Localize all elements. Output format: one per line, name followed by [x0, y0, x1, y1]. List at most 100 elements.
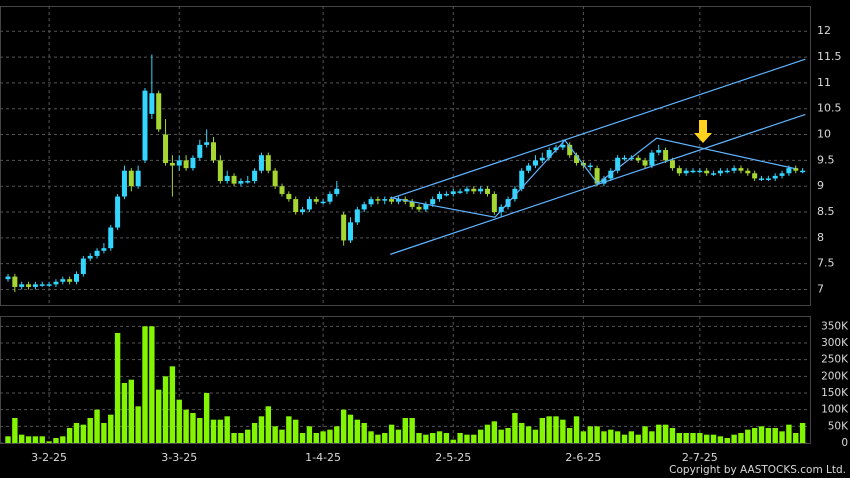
candle-body	[348, 222, 353, 241]
candle-body	[19, 284, 25, 287]
candle-body	[539, 157, 545, 161]
volume-bar	[635, 434, 641, 443]
candle-body	[786, 168, 792, 174]
volume-bar	[745, 429, 751, 443]
volume-bar	[101, 423, 107, 443]
volume-bar	[580, 431, 587, 443]
volume-bar	[519, 423, 525, 443]
volume-bar	[66, 428, 73, 443]
candle-body	[498, 206, 504, 213]
candle-body	[142, 90, 148, 161]
y-tick-label: 11	[817, 76, 831, 89]
candle-body	[204, 142, 210, 145]
candle-body	[683, 170, 689, 174]
volume-bar	[793, 433, 799, 443]
volume-bar	[5, 436, 11, 443]
volume-bar	[210, 419, 217, 443]
volume-bar	[484, 424, 491, 443]
volume-bar	[108, 414, 114, 443]
candle-body	[183, 160, 189, 169]
candle-body	[567, 144, 573, 156]
volume-bar	[697, 433, 703, 443]
candle-body	[121, 170, 127, 197]
candle-body	[437, 193, 443, 200]
volume-bar	[546, 416, 552, 443]
volume-tick-label: 250K	[821, 354, 849, 366]
y-tick-label: 8	[817, 231, 824, 244]
candle-body	[334, 188, 340, 194]
candle-body	[217, 160, 223, 182]
volume-bar	[710, 434, 717, 443]
candle-body	[115, 196, 121, 228]
x-tick-label: 2-6-25	[565, 451, 601, 464]
y-tick-label: 10.5	[817, 102, 842, 115]
candle-body	[265, 155, 271, 171]
candle-body	[272, 170, 278, 187]
candle-body	[745, 170, 751, 174]
candle-body	[526, 165, 532, 171]
volume-bar	[553, 416, 559, 443]
candle-body	[594, 168, 600, 184]
volume-bar	[334, 426, 340, 443]
volume-bar	[416, 433, 422, 443]
volume-panel	[0, 316, 811, 444]
candle-body	[430, 199, 436, 205]
candle-body	[327, 193, 333, 202]
candle-body	[156, 93, 162, 130]
candle-body	[546, 150, 552, 158]
volume-bar	[149, 326, 155, 443]
y-tick-label: 12	[817, 24, 831, 37]
volume-bar	[409, 418, 415, 443]
volume-bar	[361, 423, 367, 443]
copyright: Copyright by AASTOCKS.com Ltd.	[669, 464, 846, 476]
volume-tick-label: 150K	[821, 387, 849, 399]
volume-bar	[642, 426, 648, 443]
candle-body	[731, 168, 737, 171]
volume-bar	[430, 433, 436, 443]
candle-body	[649, 152, 655, 166]
volume-bar	[594, 426, 600, 443]
volume-bar	[80, 424, 87, 443]
volume-tick-label: 300K	[821, 337, 849, 349]
candle-body	[485, 188, 490, 194]
volume-bar	[306, 426, 313, 443]
volume-bar	[539, 418, 545, 443]
volume-bar	[60, 436, 66, 443]
candle-body	[149, 93, 155, 114]
volume-bar	[320, 431, 326, 443]
candle-body	[457, 191, 463, 193]
candle-body	[464, 188, 470, 192]
candle-body	[711, 173, 717, 175]
volume-tick-label: 50K	[828, 420, 849, 432]
volume-bar	[656, 424, 662, 443]
candle-body	[306, 199, 312, 210]
volume-bar	[39, 436, 45, 443]
volume-tick-label: 0	[841, 437, 848, 449]
volume-bar	[135, 406, 141, 443]
volume-bar	[251, 423, 258, 443]
candle-body	[32, 284, 38, 287]
volume-bar	[573, 416, 580, 443]
candle-body	[5, 276, 11, 280]
candle-body	[197, 144, 203, 158]
volume-tick-label: 350K	[821, 320, 849, 332]
candle-body	[752, 173, 758, 179]
candle-body	[12, 276, 18, 287]
candle-body	[46, 284, 52, 286]
volume-bar	[190, 413, 196, 443]
x-tick-label: 1-4-25	[305, 451, 341, 464]
candle-body	[341, 214, 347, 241]
candle-body	[669, 160, 675, 169]
candle-body	[759, 178, 764, 180]
candle-body	[74, 274, 79, 282]
candle-body	[245, 181, 251, 183]
volume-bar	[450, 439, 456, 443]
candle-body	[293, 199, 299, 213]
volume-bar	[498, 429, 504, 443]
candle-body	[211, 142, 216, 161]
candle-body	[26, 284, 32, 287]
volume-bar	[614, 431, 621, 443]
x-tick-label: 2-5-25	[435, 451, 471, 464]
